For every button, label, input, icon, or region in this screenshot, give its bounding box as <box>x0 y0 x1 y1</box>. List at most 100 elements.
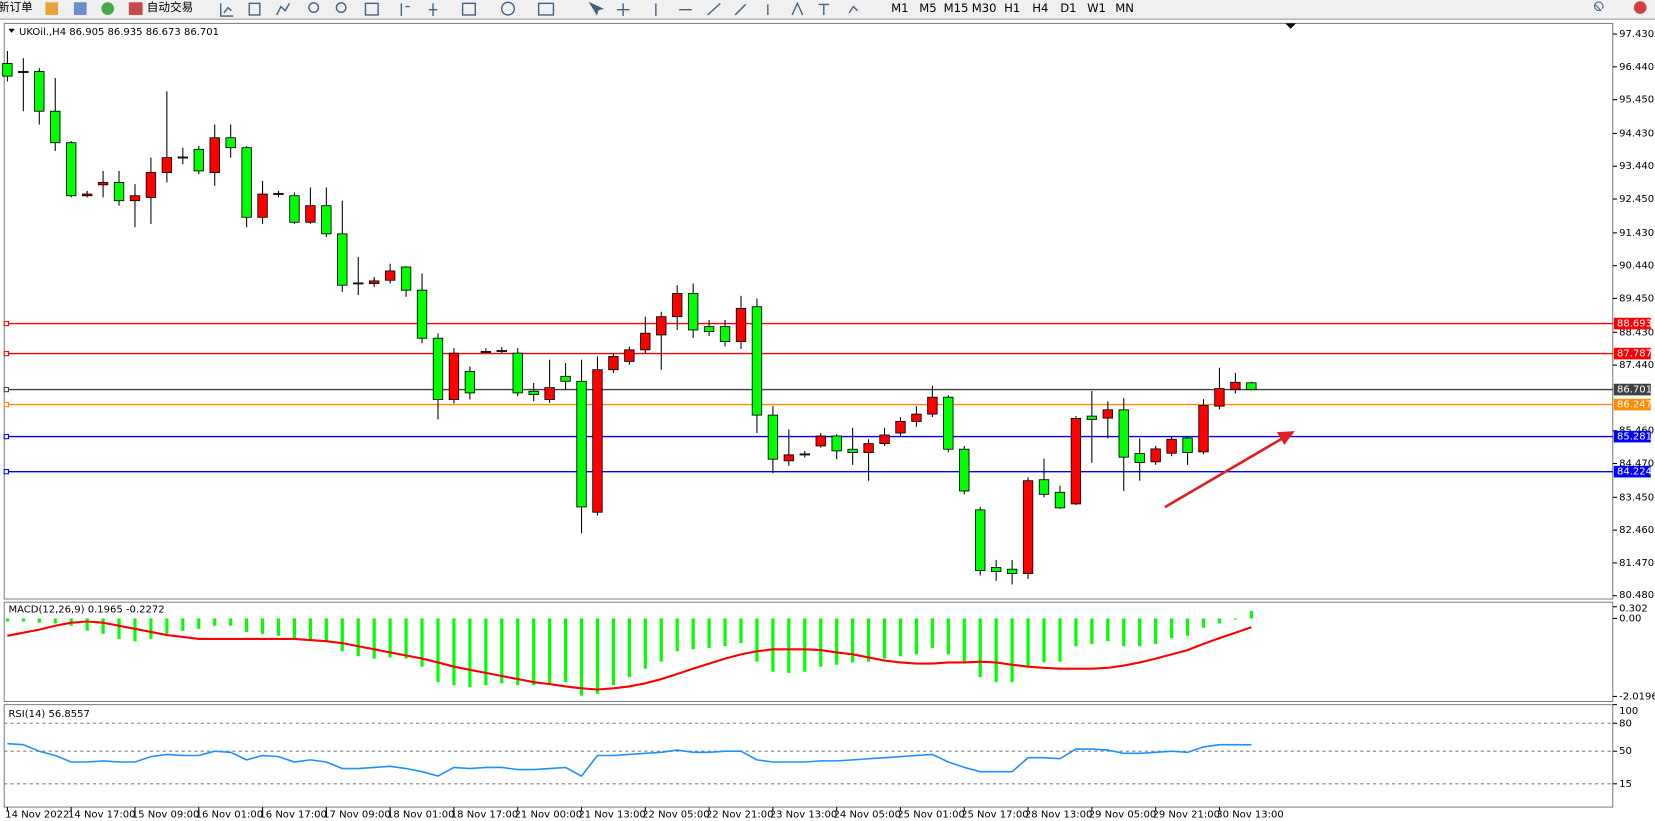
level-handle <box>3 320 9 327</box>
macd-bar <box>994 618 998 683</box>
icon[interactable] <box>461 2 476 16</box>
icon[interactable] <box>500 1 516 16</box>
macd-bar <box>165 618 169 634</box>
candle-body <box>432 337 444 400</box>
candle-body <box>656 316 667 336</box>
last-close: 86.701 <box>184 27 219 38</box>
x-tick-label: 24 Nov 05:00 <box>834 809 902 820</box>
y-tick-label: 50 <box>1619 746 1632 757</box>
candle-body <box>1246 382 1257 390</box>
macd-bar <box>851 618 855 663</box>
macd-bar <box>819 618 823 667</box>
arrow-annotation <box>1164 431 1295 509</box>
macd-bar <box>85 618 89 631</box>
candle-body <box>464 370 476 394</box>
macd-bar <box>548 618 552 684</box>
candle-body <box>1182 437 1193 453</box>
macd-bar <box>292 618 297 639</box>
candle-body <box>1230 381 1241 391</box>
icon[interactable] <box>364 2 379 16</box>
macd-bar <box>803 618 807 672</box>
timeframe-button[interactable]: H1 <box>1004 1 1020 15</box>
icon[interactable] <box>45 2 59 15</box>
macd-panel <box>3 601 1614 702</box>
alert-icon[interactable] <box>1633 1 1647 14</box>
y-tick-label: 87.440 <box>1619 360 1654 371</box>
candle-body <box>1086 415 1098 420</box>
icon[interactable] <box>276 3 290 16</box>
macd-bar <box>1026 618 1030 667</box>
icon[interactable] <box>220 3 234 17</box>
y-tick-label: 97.430 <box>1619 29 1654 40</box>
macd-bar <box>436 618 440 683</box>
icon[interactable] <box>616 2 769 17</box>
macd-bar <box>835 618 839 665</box>
macd-bar <box>1201 618 1206 628</box>
icon[interactable] <box>248 2 261 16</box>
timeframe-button[interactable]: MN <box>1115 1 1134 15</box>
auto-trading-button[interactable]: 自动交易 <box>147 0 193 14</box>
macd-bar <box>1233 618 1237 620</box>
candle-body <box>448 352 460 400</box>
icon[interactable] <box>791 1 859 16</box>
candle-body <box>911 413 922 422</box>
level-label-bg <box>1613 465 1651 478</box>
candle-body <box>1150 448 1161 463</box>
macd-bar <box>595 618 600 694</box>
macd-bar <box>1090 618 1094 644</box>
timeframe-button[interactable]: M15 <box>944 1 969 15</box>
candle-body <box>353 282 364 285</box>
rsi-last: 56.8557 <box>48 709 89 720</box>
icon[interactable] <box>308 2 320 14</box>
macd-bar <box>914 618 919 655</box>
icon[interactable] <box>73 2 87 15</box>
macd-bar <box>245 618 249 632</box>
icon[interactable] <box>537 2 555 16</box>
timeframe-button[interactable]: H4 <box>1032 1 1048 15</box>
icon[interactable] <box>400 3 438 17</box>
timeframe-button[interactable]: M30 <box>972 1 997 15</box>
macd-bar <box>372 618 376 659</box>
icon[interactable] <box>101 2 115 15</box>
toolbar-bg <box>0 0 1655 20</box>
candle-body <box>18 71 29 73</box>
candle-body <box>2 63 13 77</box>
macd-bar <box>723 618 727 647</box>
macd-bar <box>388 618 392 658</box>
macd-bar <box>867 618 871 662</box>
candle-body <box>959 448 970 492</box>
level-handle <box>3 469 9 475</box>
icon[interactable] <box>588 1 605 16</box>
candle-body <box>321 205 332 235</box>
macd-bar <box>978 618 982 678</box>
icon[interactable] <box>335 2 347 14</box>
macd-bar <box>101 618 105 634</box>
y-tick-label: 91.430 <box>1619 228 1654 239</box>
candle-body <box>1118 409 1129 458</box>
y-tick-label: 84.470 <box>1619 458 1654 469</box>
macd-bar <box>260 618 265 634</box>
timeframe-button[interactable]: W1 <box>1087 1 1106 15</box>
search-icon[interactable] <box>1594 1 1604 12</box>
new-order-button[interactable]: 新订单 <box>0 0 33 14</box>
timeframe-button[interactable]: M5 <box>919 1 936 15</box>
auto-trading-icon[interactable] <box>128 2 143 15</box>
level-label: 88.693 <box>1617 319 1652 330</box>
candle-body <box>496 350 507 352</box>
candle-body <box>1054 491 1066 509</box>
candle-body <box>129 195 141 202</box>
candle-body <box>1102 409 1113 419</box>
macd-bar <box>946 618 950 655</box>
y-tick-label: 100 <box>1619 706 1638 717</box>
timeframe-button[interactable]: M1 <box>891 1 908 15</box>
macd-bar <box>579 618 584 696</box>
candle-body <box>1166 438 1177 454</box>
x-tick-label: 25 Nov 01:00 <box>897 809 965 820</box>
timeframe-button[interactable]: D1 <box>1060 1 1076 15</box>
macd-bar <box>1154 618 1158 644</box>
macd-bar <box>53 618 57 624</box>
y-tick-label: 90.440 <box>1619 261 1654 272</box>
level-label-bg <box>1613 317 1651 330</box>
toolbar-icons <box>220 1 859 17</box>
